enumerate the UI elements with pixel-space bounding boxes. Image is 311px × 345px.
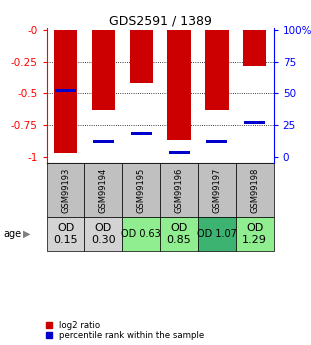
Bar <box>93 140 114 143</box>
Text: OD 1.07: OD 1.07 <box>197 229 237 239</box>
Text: GSM99198: GSM99198 <box>250 167 259 213</box>
Bar <box>85 163 122 217</box>
Bar <box>92 30 115 110</box>
Bar <box>160 163 198 217</box>
Bar <box>243 30 267 66</box>
Title: GDS2591 / 1389: GDS2591 / 1389 <box>109 14 211 28</box>
Bar <box>122 217 160 252</box>
Text: OD
0.15: OD 0.15 <box>53 224 78 245</box>
Bar <box>129 30 153 83</box>
Bar <box>244 121 265 124</box>
Text: GSM99194: GSM99194 <box>99 167 108 213</box>
Bar <box>198 163 236 217</box>
Bar <box>85 217 122 252</box>
Bar <box>236 217 274 252</box>
Bar <box>160 217 198 252</box>
Text: OD 0.63: OD 0.63 <box>121 229 161 239</box>
Bar <box>47 217 85 252</box>
Text: GSM99197: GSM99197 <box>212 167 221 213</box>
Bar <box>47 163 85 217</box>
Legend: log2 ratio, percentile rank within the sample: log2 ratio, percentile rank within the s… <box>45 320 205 341</box>
Text: ▶: ▶ <box>23 229 31 239</box>
Bar <box>54 30 77 153</box>
Text: age: age <box>3 229 21 239</box>
Bar <box>205 30 229 110</box>
Bar <box>122 163 160 217</box>
Bar <box>236 163 274 217</box>
Bar <box>55 89 76 92</box>
Bar <box>169 151 190 154</box>
Text: GSM99195: GSM99195 <box>137 167 146 213</box>
Text: OD
1.29: OD 1.29 <box>242 224 267 245</box>
Text: OD
0.85: OD 0.85 <box>167 224 192 245</box>
Bar <box>131 132 152 135</box>
Text: GSM99193: GSM99193 <box>61 167 70 213</box>
Bar <box>167 30 191 140</box>
Text: OD
0.30: OD 0.30 <box>91 224 116 245</box>
Text: GSM99196: GSM99196 <box>174 167 183 213</box>
Bar <box>207 140 227 143</box>
Bar <box>198 217 236 252</box>
